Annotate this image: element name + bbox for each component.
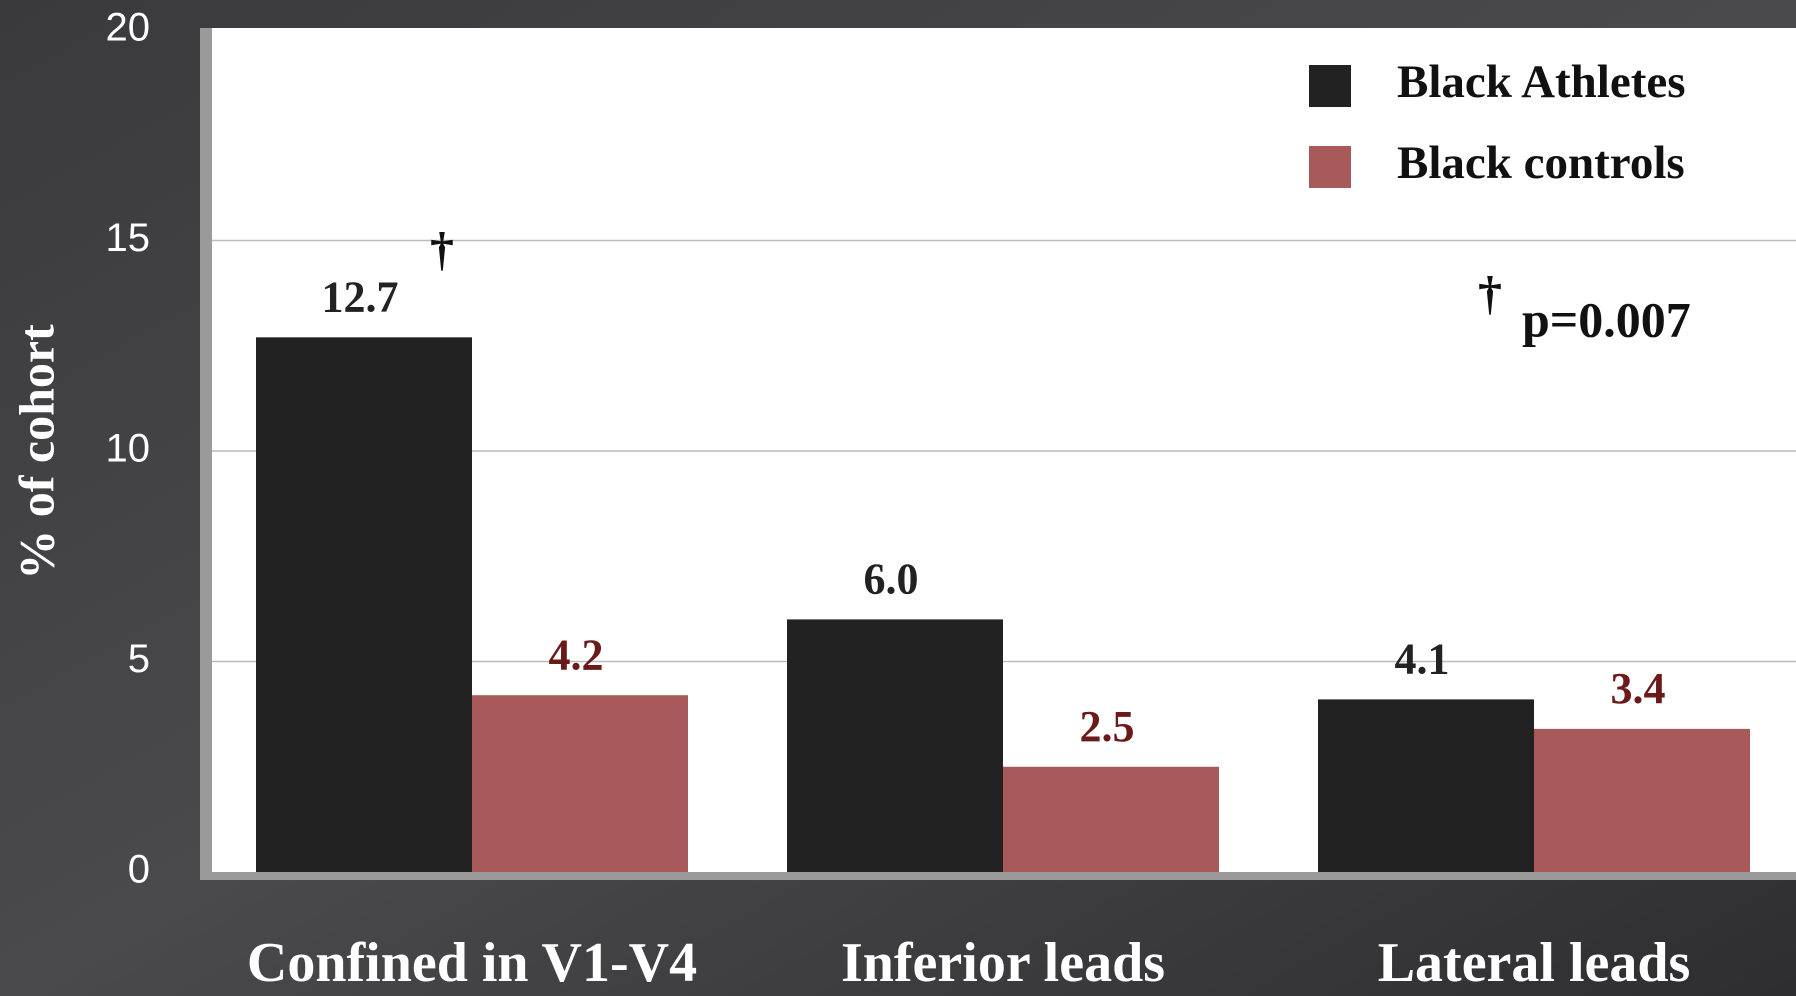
bar — [1003, 766, 1219, 872]
value-label: 6.0 — [864, 554, 919, 603]
y-tick-label: 5 — [128, 637, 150, 681]
value-label: 2.5 — [1080, 702, 1135, 751]
value-label: 4.1 — [1395, 634, 1450, 683]
y-tick-label: 10 — [106, 427, 151, 471]
legend-label: Black controls — [1397, 137, 1685, 189]
y-tick-label: 15 — [106, 216, 151, 260]
value-label: 3.4 — [1611, 664, 1666, 713]
bar — [472, 695, 688, 872]
legend-label: Black Athletes — [1397, 56, 1686, 108]
value-label: 4.2 — [549, 630, 604, 679]
bar — [1318, 699, 1534, 872]
legend-swatch — [1309, 65, 1351, 107]
y-axis-label: % of cohort — [8, 324, 64, 580]
value-label: 12.7 — [322, 272, 399, 321]
bar — [1534, 728, 1750, 872]
annotation: p=0.007 — [1522, 291, 1691, 347]
y-tick-label: 0 — [128, 848, 150, 892]
annotation: † — [1478, 267, 1502, 320]
x-tick-label: Inferior leads — [841, 932, 1165, 994]
bar — [787, 619, 1003, 872]
legend-swatch — [1309, 146, 1351, 188]
annotation: † — [430, 223, 454, 276]
bar — [256, 337, 472, 873]
y-tick-label: 20 — [106, 6, 151, 50]
x-tick-label: Lateral leads — [1378, 932, 1691, 994]
x-tick-label: Confined in V1-V4 — [247, 932, 697, 994]
